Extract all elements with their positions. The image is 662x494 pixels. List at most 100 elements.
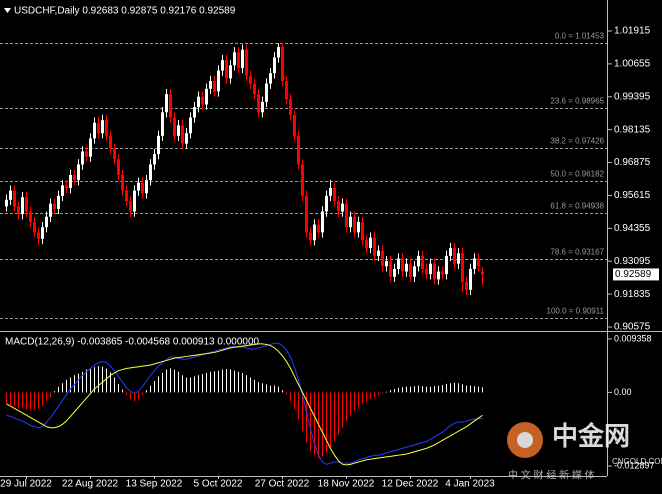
candle-body — [61, 185, 64, 196]
macd-histogram-bar — [42, 392, 43, 407]
macd-histogram-bar — [62, 383, 63, 393]
macd-histogram-bar — [246, 375, 247, 393]
candle-body — [177, 125, 180, 136]
macd-histogram-bar — [238, 371, 239, 393]
candle-body — [349, 216, 352, 228]
macd-histogram-bar — [318, 392, 319, 459]
candle-body — [165, 94, 168, 113]
macd-histogram-bar — [30, 392, 31, 411]
macd-histogram-bar — [214, 371, 215, 393]
candle-body — [397, 258, 400, 269]
macd-histogram-bar — [138, 392, 139, 400]
macd-histogram-bar — [446, 383, 447, 393]
macd-histogram-bar — [126, 392, 127, 396]
fib-label: 78.6 = 0.93167 — [550, 248, 604, 257]
candle-body — [105, 120, 108, 136]
macd-histogram-bar — [362, 392, 363, 404]
macd-histogram-bar — [14, 392, 15, 407]
macd-histogram-bar — [158, 376, 159, 393]
macd-histogram-bar — [190, 377, 191, 393]
candle-body — [213, 80, 216, 92]
macd-histogram-bar — [474, 386, 475, 393]
macd-histogram-bar — [226, 368, 227, 393]
macd-histogram-bar — [258, 382, 259, 393]
candle-body — [221, 60, 224, 71]
x-tick-label: 18 Nov 2022 — [318, 479, 375, 490]
macd-histogram-bar — [78, 373, 79, 393]
candle-body — [141, 182, 144, 194]
candle-body — [253, 83, 256, 95]
fib-label: 61.8 = 0.94938 — [550, 202, 604, 211]
candle-body — [353, 216, 356, 233]
watermark-site: CNGOLD.COM — [612, 457, 662, 466]
candle-body — [233, 52, 236, 66]
candle-body — [17, 206, 20, 215]
candle-body — [441, 271, 444, 275]
macd-histogram-bar — [198, 375, 199, 393]
candle-body — [481, 271, 484, 275]
macd-histogram-bar — [102, 366, 103, 393]
y-tick-label: 0.94355 — [614, 223, 651, 234]
candle-body — [125, 190, 128, 202]
y-tick-label: 0.91835 — [614, 289, 651, 300]
candle-body — [433, 263, 436, 280]
candle-body — [309, 232, 312, 241]
candle-body — [37, 232, 40, 239]
macd-histogram-bar — [182, 375, 183, 393]
candle-body — [225, 60, 228, 79]
macd-histogram-bar — [458, 383, 459, 393]
candle-body — [477, 258, 480, 267]
candle-body — [153, 154, 156, 165]
macd-histogram-bar — [366, 392, 367, 402]
candle-body — [293, 114, 296, 136]
candle-body — [393, 268, 396, 277]
candle-body — [117, 159, 120, 175]
candle-body — [181, 125, 184, 144]
candle-body — [21, 197, 24, 215]
macd-histogram-bar — [326, 392, 327, 453]
candle-body — [461, 253, 464, 282]
macd-histogram-bar — [114, 377, 115, 393]
macd-histogram-bar — [186, 377, 187, 393]
macd-histogram-bar — [314, 392, 315, 456]
candle-body — [201, 96, 204, 105]
macd-histogram-bar — [142, 392, 143, 396]
macd-histogram-bar — [234, 370, 235, 393]
candle-body — [13, 190, 16, 207]
candle-body — [361, 221, 364, 241]
macd-histogram-bar — [450, 383, 451, 393]
macd-histogram-bar — [150, 385, 151, 393]
y-tick-label: 0.95615 — [614, 190, 651, 201]
candle-body — [333, 188, 336, 202]
candle-body — [417, 255, 420, 267]
macd-histogram-bar — [22, 392, 23, 408]
macd-histogram-bar — [466, 385, 467, 393]
macd-histogram-bar — [286, 392, 287, 395]
candle-body — [241, 49, 244, 68]
candle-body — [381, 250, 384, 267]
candle-body — [261, 101, 264, 113]
candle-body — [365, 240, 368, 249]
macd-histogram-bar — [166, 369, 167, 393]
candle-body — [377, 250, 380, 256]
candle-body — [301, 164, 304, 196]
candle-body — [457, 253, 460, 264]
candle-body — [65, 185, 68, 189]
macd-histogram-bar — [454, 382, 455, 393]
candle-body — [389, 261, 392, 277]
macd-histogram-bar — [470, 385, 471, 393]
macd-histogram-bar — [310, 392, 311, 451]
macd-histogram-bar — [178, 371, 179, 393]
candle-body — [437, 271, 440, 280]
macd-histogram-bar — [170, 368, 171, 393]
candle-body — [89, 138, 92, 157]
candle-body — [129, 201, 132, 212]
candle-body — [85, 151, 88, 157]
candle-body — [249, 75, 252, 84]
candle-body — [237, 52, 240, 68]
candle-body — [101, 120, 104, 134]
candle-body — [77, 164, 80, 181]
macd-histogram-bar — [390, 390, 391, 393]
candle-body — [45, 216, 48, 228]
candle-body — [421, 255, 424, 269]
